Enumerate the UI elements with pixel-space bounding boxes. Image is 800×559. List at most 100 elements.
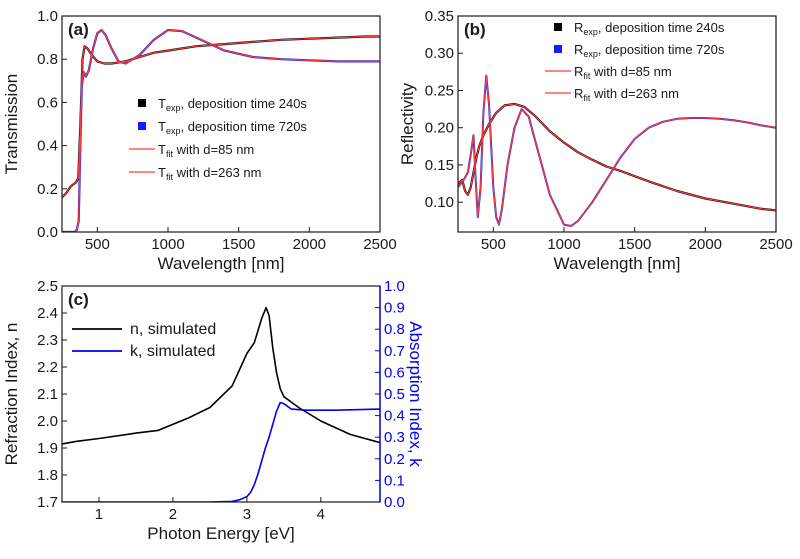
x-tick-label: 2000 (689, 236, 722, 253)
legend-label: Texp, deposition time 240s (158, 96, 307, 113)
legend-marker-square (138, 99, 146, 107)
x-tick-label: 1 (95, 506, 103, 523)
y-axis-title: Reflectivity (398, 82, 417, 165)
legend-label-main: R (574, 42, 583, 57)
legend-label-sub: fit (166, 172, 174, 182)
x-tick-label: 2500 (759, 236, 792, 253)
y-tick-label: 0.10 (425, 194, 454, 211)
legend-label: Rexp, deposition time 240s (574, 20, 725, 37)
series-line-2 (62, 35, 380, 198)
legend-label: Tfit with d=85 nm (158, 142, 254, 159)
legend-label-main: R (574, 20, 583, 35)
y-tick-label: 1.8 (37, 467, 58, 484)
series-group (62, 28, 380, 232)
y-tick-label: 0.8 (37, 51, 58, 68)
y-tick-label: 1.0 (37, 8, 58, 25)
legend-label-rest: , deposition time 240s (598, 20, 725, 35)
y2-tick-label: 0.3 (384, 429, 405, 446)
y-tick-label: 2.0 (37, 413, 58, 430)
y-tick-label: 2.1 (37, 386, 58, 403)
y-tick-label: 2.5 (37, 278, 58, 295)
y-tick-label: 2.2 (37, 359, 58, 376)
y2-tick-label: 0.9 (384, 300, 405, 317)
x-tick-label: 2 (169, 506, 177, 523)
legend-label-rest: , deposition time 240s (180, 96, 307, 111)
legend-item-1: k, simulated (72, 343, 215, 360)
plot-frame (457, 15, 777, 233)
legend-label-rest: with d=85 nm (590, 64, 671, 79)
legend-label-sub: fit (583, 93, 591, 103)
legend-label: k, simulated (130, 343, 215, 360)
x-axis-title: Wavelength [nm] (554, 254, 681, 273)
x-tick-label: 1500 (222, 236, 255, 253)
legend-label: Texp, deposition time 720s (158, 119, 307, 136)
legend-label-sub: exp (166, 126, 181, 136)
legend-label-rest: with d=263 nm (590, 86, 679, 101)
legend: n, simulated k, simulated (72, 321, 216, 360)
y-tick-label: 2.3 (37, 332, 58, 349)
legend-label-main: k, simulated (130, 343, 215, 360)
y2-tick-label: 0.8 (384, 321, 405, 338)
y-axis-title: Transmission (2, 74, 21, 174)
x-tick-label: 500 (481, 236, 506, 253)
series-group (458, 74, 776, 227)
legend-item-1: Rexp, deposition time 720s (554, 42, 725, 59)
legend-label-rest: , deposition time 720s (180, 119, 307, 134)
y2-tick-label: 0.6 (384, 364, 405, 381)
legend-label-sub: fit (583, 71, 591, 81)
y2-tick-label: 0.0 (384, 494, 405, 511)
y2-tick-label: 0.5 (384, 386, 405, 403)
panel-label: (a) (68, 20, 89, 39)
legend-item-3: Rfit with d=263 nm (545, 86, 679, 103)
legend-label-main: R (574, 64, 583, 79)
legend-label-rest: with d=85 nm (173, 142, 254, 157)
y2-tick-label: 0.4 (384, 408, 405, 425)
series-line-2 (458, 103, 776, 211)
series-line-3 (62, 29, 380, 232)
legend-label-main: R (574, 86, 583, 101)
legend-label-main: n, simulated (130, 321, 216, 338)
legend-item-1: Texp, deposition time 720s (138, 119, 307, 136)
x-tick-label: 3 (243, 506, 251, 523)
y-tick-label: 0.35 (425, 8, 454, 25)
series-group (62, 306, 380, 502)
legend-item-2: Tfit with d=85 nm (129, 142, 254, 159)
legend-item-2: Rfit with d=85 nm (545, 64, 672, 81)
legend-item-0: Texp, deposition time 240s (138, 96, 307, 113)
y-tick-label: 0.15 (425, 157, 454, 174)
y-tick-label: 1.7 (37, 494, 58, 511)
y-axis-title: Refraction Index, n (2, 323, 21, 466)
legend-item-0: n, simulated (72, 321, 216, 338)
x-tick-label: 1500 (618, 236, 651, 253)
y-tick-label: 0.6 (37, 94, 58, 111)
legend-marker-square (554, 45, 562, 53)
y-tick-label: 0.0 (37, 224, 58, 241)
legend-label-sub: exp (583, 27, 598, 37)
x-tick-label: 1000 (151, 236, 184, 253)
y-tick-label: 0.20 (425, 120, 454, 137)
plot-frame (61, 285, 381, 503)
panel-a: 500 1000 1500 2000 2500 0.0 0.2 0.4 0.6 0.8 1.0 Wav… (2, 8, 397, 273)
legend-label: Rexp, deposition time 720s (574, 42, 725, 59)
panel-label: (b) (464, 20, 486, 39)
legend-label: Rfit with d=85 nm (574, 64, 672, 81)
legend-marker-square (554, 23, 562, 31)
y-tick-label: 0.30 (425, 45, 454, 62)
legend-label-main: T (158, 142, 166, 157)
legend-label-main: T (158, 119, 166, 134)
legend-label-main: T (158, 96, 166, 111)
y-tick-label: 1.9 (37, 440, 58, 457)
y2-tick-label: 1.0 (384, 278, 405, 295)
panel-b: 500 1000 1500 2000 2500 0.10 0.15 0.20 0.25 0.30 0… (398, 8, 793, 273)
legend-label-rest: , deposition time 720s (598, 42, 725, 57)
plot-frame (61, 15, 381, 233)
x-tick-label: 500 (85, 236, 110, 253)
y-tick-label: 2.4 (37, 305, 58, 322)
legend-marker-square (138, 122, 146, 130)
series-line-0 (62, 306, 380, 445)
legend-label-main: T (158, 165, 166, 180)
x-tick-label: 1000 (547, 236, 580, 253)
